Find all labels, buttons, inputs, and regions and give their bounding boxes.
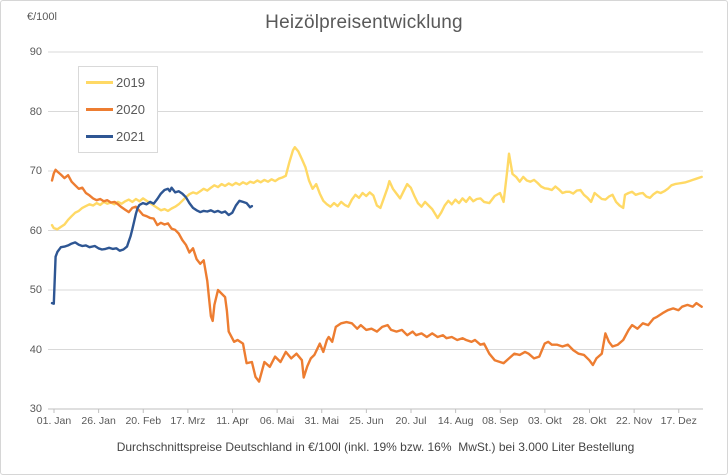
y-tick-label: 40	[29, 343, 42, 356]
y-tick-label: 30	[29, 403, 42, 415]
x-tick-label: 01. Jan	[36, 415, 72, 427]
legend-item-2020: 2020	[86, 99, 145, 120]
y-tick-label: 90	[29, 46, 42, 58]
y-tick-label: 80	[29, 105, 42, 118]
x-tick-label: 20. Feb	[125, 415, 162, 427]
y-tick-label: 60	[29, 224, 42, 237]
x-tick-label: 08. Sep	[482, 415, 519, 427]
x-tick-label: 14. Aug	[437, 415, 474, 427]
x-tick-label: 28. Okt	[572, 415, 607, 427]
chart-title: Heizölpreisentwicklung	[265, 12, 463, 33]
x-tick-label: 06. Mai	[259, 415, 295, 427]
x-tick-label: 03. Okt	[527, 415, 562, 427]
y-tick-label: 70	[29, 165, 42, 177]
x-tick-label: 20. Jul	[395, 415, 427, 427]
x-tick-label: 31. Mai	[304, 415, 339, 427]
series-2019-swatch-icon	[86, 81, 113, 84]
legend-item-2021: 2021	[86, 126, 145, 147]
x-tick-label: 25. Jun	[349, 415, 384, 427]
legend-label-2020: 2020	[116, 102, 145, 117]
y-axis-unit-label: €/100l	[27, 11, 57, 23]
x-tick-label: 11. Apr	[216, 415, 249, 427]
series-2021-swatch-icon	[86, 135, 113, 138]
legend: 2019 2020 2021	[78, 66, 158, 153]
series-2020-swatch-icon	[86, 108, 113, 111]
x-tick-label: 17. Dez	[660, 415, 697, 427]
series-line-2021	[50, 186, 254, 305]
legend-item-2019: 2019	[86, 72, 145, 93]
series-line-2019	[50, 145, 703, 231]
chart-footer: Durchschnittspreise Deutschland in €/100…	[116, 440, 635, 454]
x-tick-label: 22. Nov	[616, 415, 653, 427]
x-tick-label: 17. Mrz	[170, 415, 206, 427]
y-tick-label: 50	[29, 284, 42, 296]
legend-label-2021: 2021	[116, 129, 145, 144]
x-tick-label: 26. Jan	[81, 415, 116, 427]
legend-label-2019: 2019	[116, 75, 145, 90]
